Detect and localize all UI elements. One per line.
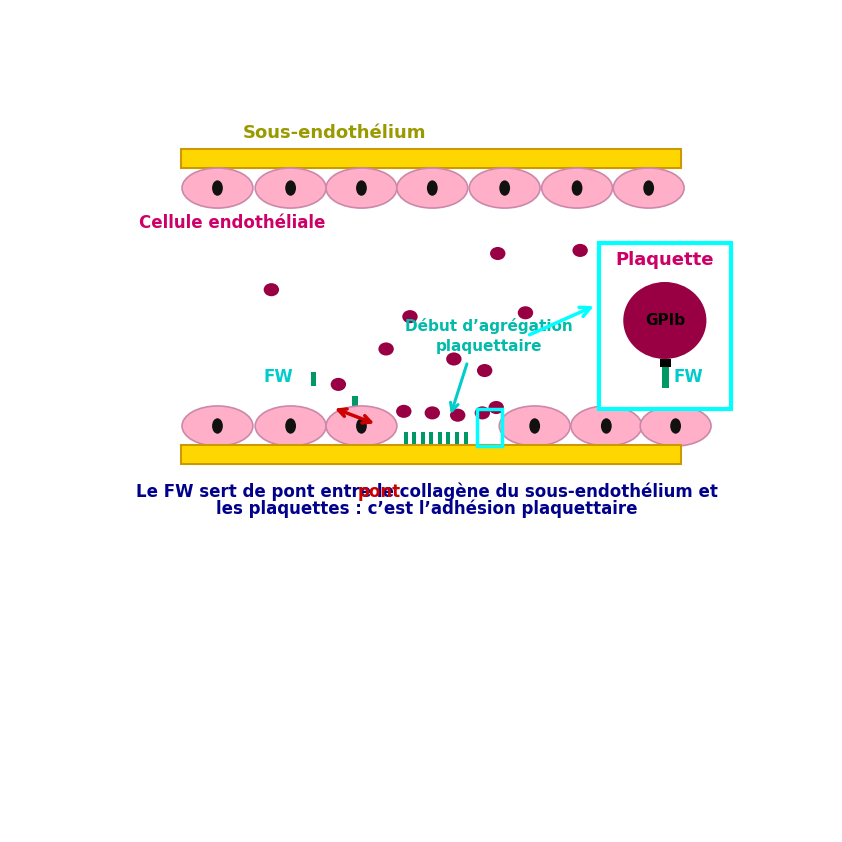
- Ellipse shape: [573, 244, 588, 257]
- Ellipse shape: [326, 406, 397, 446]
- Ellipse shape: [424, 407, 440, 419]
- Bar: [464, 432, 467, 449]
- Ellipse shape: [446, 353, 461, 365]
- Text: FW: FW: [674, 369, 703, 386]
- Ellipse shape: [571, 406, 642, 446]
- Text: les plaquettes : c’est l’adhésion plaquettaire: les plaquettes : c’est l’adhésion plaque…: [216, 500, 637, 519]
- Bar: [311, 372, 316, 386]
- Text: FW: FW: [264, 368, 293, 386]
- Ellipse shape: [643, 180, 654, 195]
- Ellipse shape: [255, 406, 326, 446]
- Ellipse shape: [490, 247, 505, 260]
- Ellipse shape: [475, 407, 490, 419]
- Ellipse shape: [182, 406, 253, 446]
- Ellipse shape: [530, 418, 540, 434]
- Ellipse shape: [182, 168, 253, 208]
- Ellipse shape: [212, 418, 223, 434]
- Ellipse shape: [397, 168, 467, 208]
- Ellipse shape: [450, 408, 466, 422]
- Bar: [446, 432, 450, 449]
- Ellipse shape: [623, 282, 706, 359]
- Ellipse shape: [488, 401, 504, 414]
- Ellipse shape: [264, 283, 279, 296]
- Ellipse shape: [499, 406, 570, 446]
- Bar: [429, 432, 433, 449]
- Text: GPIb: GPIb: [645, 313, 685, 328]
- Bar: [477, 409, 502, 446]
- Ellipse shape: [212, 180, 223, 195]
- Ellipse shape: [396, 405, 412, 418]
- Ellipse shape: [469, 168, 540, 208]
- Ellipse shape: [402, 310, 418, 323]
- Ellipse shape: [670, 418, 681, 434]
- Ellipse shape: [541, 168, 612, 208]
- Ellipse shape: [356, 418, 367, 434]
- Ellipse shape: [601, 418, 611, 434]
- Bar: [180, 149, 681, 168]
- Text: Début d’agrégation
plaquettaire: Début d’agrégation plaquettaire: [405, 318, 573, 354]
- Ellipse shape: [285, 180, 296, 195]
- Bar: [404, 432, 408, 449]
- Bar: [599, 243, 731, 409]
- Text: pont: pont: [358, 483, 401, 501]
- Ellipse shape: [518, 306, 533, 319]
- Ellipse shape: [572, 180, 583, 195]
- Bar: [413, 432, 416, 449]
- Bar: [662, 366, 669, 388]
- Ellipse shape: [613, 168, 684, 208]
- Bar: [352, 396, 358, 410]
- Bar: [421, 432, 424, 449]
- Ellipse shape: [285, 418, 296, 434]
- Bar: [180, 445, 681, 465]
- Text: Cellule endothéliale: Cellule endothéliale: [139, 214, 325, 232]
- Ellipse shape: [427, 180, 438, 195]
- Bar: [660, 359, 671, 366]
- Ellipse shape: [378, 343, 394, 355]
- Text: Sous-endothélium: Sous-endothélium: [242, 125, 426, 142]
- Ellipse shape: [499, 180, 510, 195]
- Ellipse shape: [640, 406, 711, 446]
- Text: Plaquette: Plaquette: [616, 252, 714, 269]
- Bar: [456, 432, 459, 449]
- Ellipse shape: [331, 378, 346, 391]
- Ellipse shape: [356, 180, 367, 195]
- Bar: [438, 432, 441, 449]
- Text: Le FW sert de pont entre le collagène du sous-endothélium et: Le FW sert de pont entre le collagène du…: [136, 483, 718, 502]
- Ellipse shape: [477, 364, 493, 377]
- Ellipse shape: [326, 168, 397, 208]
- Ellipse shape: [255, 168, 326, 208]
